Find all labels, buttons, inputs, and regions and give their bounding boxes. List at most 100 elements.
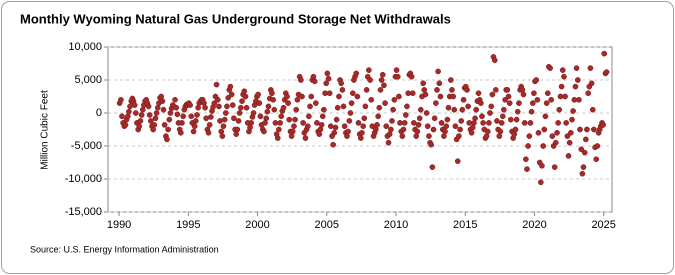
data-point <box>426 133 432 139</box>
data-point <box>166 116 173 123</box>
data-point <box>195 104 201 111</box>
data-point <box>579 170 586 177</box>
data-point <box>293 106 300 113</box>
data-point <box>367 77 373 83</box>
data-point <box>459 106 466 113</box>
data-point <box>286 116 293 123</box>
data-point <box>227 83 234 90</box>
data-point <box>472 115 478 122</box>
data-point <box>390 106 396 113</box>
data-point <box>153 110 160 116</box>
data-point <box>504 87 511 93</box>
data-point <box>319 113 326 120</box>
data-point <box>562 93 568 100</box>
data-point <box>235 118 242 124</box>
data-point <box>525 143 531 149</box>
data-point <box>147 118 154 124</box>
data-point <box>136 123 143 130</box>
data-point <box>433 100 439 106</box>
data-point <box>241 88 248 95</box>
data-point <box>234 126 241 133</box>
data-point <box>603 69 610 75</box>
data-point <box>379 71 386 78</box>
data-point <box>151 122 158 128</box>
data-point <box>208 114 214 120</box>
data-point <box>362 103 369 110</box>
data-point <box>523 156 529 163</box>
data-point <box>534 96 541 103</box>
data-point <box>124 113 131 120</box>
data-point <box>424 123 431 130</box>
data-point <box>298 77 304 83</box>
data-point <box>177 129 184 136</box>
data-point <box>269 90 275 97</box>
data-point <box>137 118 144 124</box>
x-tick-label: 2000 <box>245 219 269 231</box>
data-point <box>354 93 361 100</box>
data-point <box>549 133 556 139</box>
data-point <box>554 129 560 136</box>
data-point <box>334 104 341 111</box>
data-point <box>374 122 380 128</box>
data-point <box>340 103 347 110</box>
data-point <box>302 135 309 141</box>
data-point <box>190 128 197 135</box>
data-point <box>127 103 133 110</box>
data-point <box>591 126 597 133</box>
data-point <box>126 108 132 115</box>
data-point <box>173 104 180 111</box>
data-point <box>506 100 513 106</box>
data-point <box>393 67 400 73</box>
data-point <box>355 120 362 126</box>
data-point <box>225 94 232 101</box>
data-point <box>360 123 367 130</box>
data-point <box>454 158 461 165</box>
data-point <box>192 118 199 124</box>
plot-area <box>107 46 613 213</box>
data-point <box>188 113 195 120</box>
data-point <box>580 164 587 170</box>
y-tick-label: 5,000 <box>74 74 102 86</box>
data-point <box>158 93 165 100</box>
data-point <box>443 123 450 130</box>
y-tick-label: -10,000 <box>65 173 102 185</box>
data-point <box>349 90 356 97</box>
data-point <box>479 113 485 120</box>
data-point <box>529 100 536 106</box>
data-point <box>338 80 345 87</box>
data-point <box>377 87 384 93</box>
data-point <box>475 90 482 97</box>
data-point <box>174 111 181 118</box>
data-point <box>119 113 125 120</box>
data-point <box>435 68 441 75</box>
data-point <box>378 77 385 83</box>
data-point <box>531 90 537 97</box>
data-point <box>401 120 408 126</box>
data-point <box>484 128 491 135</box>
data-point <box>457 126 463 133</box>
data-point <box>408 73 415 80</box>
data-point <box>402 112 409 118</box>
data-point <box>270 96 277 103</box>
data-point <box>321 106 327 113</box>
data-point <box>180 113 187 120</box>
data-point <box>327 123 334 130</box>
data-point <box>581 149 588 156</box>
data-point <box>438 120 445 126</box>
data-point <box>159 98 166 104</box>
x-tick-label: 2005 <box>315 219 339 231</box>
data-point <box>316 131 323 137</box>
data-point <box>202 104 208 111</box>
data-point <box>460 96 467 103</box>
data-point <box>442 128 448 135</box>
data-point <box>420 80 426 87</box>
data-point <box>441 133 447 139</box>
data-point <box>299 93 305 100</box>
data-point <box>511 131 518 137</box>
data-point <box>385 139 392 146</box>
data-point <box>514 108 521 115</box>
data-point <box>346 118 353 124</box>
data-point <box>566 139 573 146</box>
data-point <box>588 80 595 87</box>
data-point <box>257 113 264 120</box>
